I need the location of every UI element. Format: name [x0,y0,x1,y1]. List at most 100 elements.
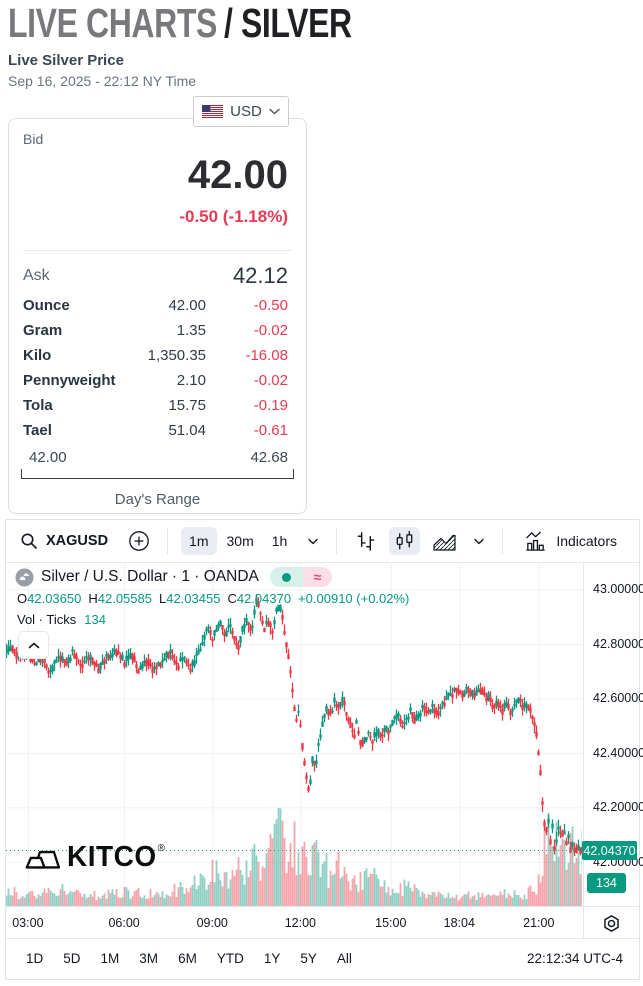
range-button-ytd[interactable]: YTD [215,947,246,970]
bid-price: 42.00 [187,153,288,197]
unit-change: -0.02 [253,372,288,389]
ohlc-item: O42.03650 [17,591,81,606]
unit-label: Kilo [23,347,52,364]
candles-style-button[interactable] [389,527,421,555]
unit-label: Gram [23,322,63,339]
ohlc-readout: O42.03650 H42.05585 L42.03455 C42.04370 +0.0… [17,591,409,606]
current-price-badge: 42.04370 [582,841,637,860]
currency-label: USD [230,103,262,120]
ohlc-item: C42.04370 [227,591,291,606]
kitco-wordmark: KITCO [67,840,157,873]
page-header: LIVE CHARTS / SILVER [8,0,449,46]
ohlc-value: 42.03455 [166,591,221,606]
unit-value: 15.75 [168,397,206,414]
volume-label: Vol · Ticks [17,612,77,627]
chevron-down-icon [269,108,280,115]
us-flag-icon [202,105,224,118]
chart-area: Silver / U.S. Dollar · 1 · OANDA ≈ O42.0… [6,563,643,906]
market-open-dot-icon [269,567,303,587]
interval-button-1h[interactable]: 1h [264,527,296,555]
time-tick-label: 21:00 [523,916,555,930]
range-button-3m[interactable]: 3M [137,947,160,970]
volume-readout: Vol · Ticks 134 [17,612,106,627]
quote-card: Bid 42.00 -0.50 (-1.18%) Ask 42.12 Ounce… [8,118,307,514]
unit-value: 1,350.35 [147,347,206,364]
style-menu-chevron-icon[interactable] [469,527,489,555]
table-row: Ounce 42.00 -0.50 [9,293,306,318]
unit-change: -0.61 [253,422,288,439]
range-button-all[interactable]: All [335,947,354,970]
range-button-5y[interactable]: 5Y [298,947,319,970]
ohlc-value: 42.04370 [236,591,292,606]
kitco-watermark: KITCO ® [25,840,165,873]
interval-button-30m[interactable]: 30m [219,527,262,555]
unit-price-table: Ounce 42.00 -0.50 Gram 1.35 -0.02 Kilo 1,350.35… [9,293,306,443]
page-title: LIVE CHARTS / SILVER [8,0,352,46]
compare-add-button[interactable] [124,527,154,555]
registered-mark: ® [157,842,165,854]
page-subtitle: Live Silver Price [8,52,124,69]
time-tick-label: 09:00 [196,916,228,930]
search-icon[interactable] [20,532,38,550]
range-values: 42.00 42.68 [29,449,288,466]
price-tick-label: 43.00000 [593,582,643,597]
chevron-up-icon [28,642,39,648]
interval-button-1m[interactable]: 1m [181,527,217,555]
axis-corner [583,907,638,939]
silver-coin-icon [15,568,34,587]
bottom-toolbar: 1D 5D 1M 3M 6M YTD 1Y 5Y All 22:12:34 UTC-4 [6,938,639,978]
ohlc-key: O [17,591,28,606]
clock[interactable]: 22:12:34 UTC-4 [526,951,623,966]
date-range-group: 1D 5D 1M 3M 6M YTD 1Y 5Y All [24,947,527,970]
ohlc-key: L [158,591,167,606]
interval-menu-chevron-icon[interactable] [303,527,323,555]
bars-style-button[interactable] [350,527,381,555]
indicators-label: Indicators [556,533,618,549]
ohlc-item: L42.03455 [159,591,220,606]
time-tick-label: 06:00 [108,916,140,930]
area-style-button[interactable] [428,527,461,555]
table-row: Kilo 1,350.35 -16.08 [9,343,306,368]
range-button-1m[interactable]: 1M [99,947,122,970]
price-tick-label: 42.80000 [593,636,643,651]
chart-toolbar: XAGUSD 1m 30m 1h Indicators [6,520,639,563]
indicators-button[interactable]: Indicators [516,527,625,555]
collapse-legend-button[interactable] [18,631,49,659]
table-row: Gram 1.35 -0.02 [9,318,306,343]
price-plot[interactable] [6,563,582,906]
scale-settings-gear-icon[interactable] [602,914,621,933]
page-title-section: LIVE CHARTS [8,0,217,46]
price-tick-label: 42.20000 [593,800,643,815]
ohlc-key: C [227,591,237,606]
time-tick-label: 18:04 [443,916,475,930]
chart-widget: XAGUSD 1m 30m 1h Indicators [5,519,643,980]
table-row: Tola 15.75 -0.19 [9,393,306,418]
range-button-1y[interactable]: 1Y [262,947,283,970]
price-axis[interactable]: 43.00000 42.80000 42.60000 42.40000 42.20000… [583,563,643,906]
price-tick-label: 42.60000 [593,691,643,706]
unit-change: -0.50 [253,297,288,314]
unit-label: Pennyweight [23,372,116,389]
ask-price: 42.12 [232,263,288,288]
market-status-pills: ≈ [269,567,332,587]
page-title-symbol: / SILVER [223,0,352,46]
price-tick-label: 42.40000 [593,745,643,760]
volume-value: 134 [84,612,106,627]
range-button-1d[interactable]: 1D [24,947,45,970]
toolbar-divider [167,528,169,554]
time-axis[interactable]: 03:00 06:00 09:00 12:00 15:00 18:04 21:00 [6,906,639,939]
kitco-ingots-icon [25,850,61,869]
chart-legend: Silver / U.S. Dollar · 1 · OANDA ≈ [15,567,332,587]
indicators-icon [526,531,546,551]
time-tick-label: 15:00 [375,916,407,930]
toolbar-divider [336,528,338,554]
unit-label: Tael [23,422,52,439]
symbol-title[interactable]: Silver / U.S. Dollar · 1 · OANDA [41,568,259,585]
unit-change: -0.19 [253,397,288,414]
currency-selector[interactable]: USD [193,96,289,127]
table-row: Pennyweight 2.10 -0.02 [9,368,306,393]
range-button-6m[interactable]: 6M [176,947,199,970]
range-button-5d[interactable]: 5D [61,947,82,970]
timestamp: Sep 16, 2025 - 22:12 NY Time [8,73,197,89]
symbol-search-button[interactable]: XAGUSD [46,533,109,549]
